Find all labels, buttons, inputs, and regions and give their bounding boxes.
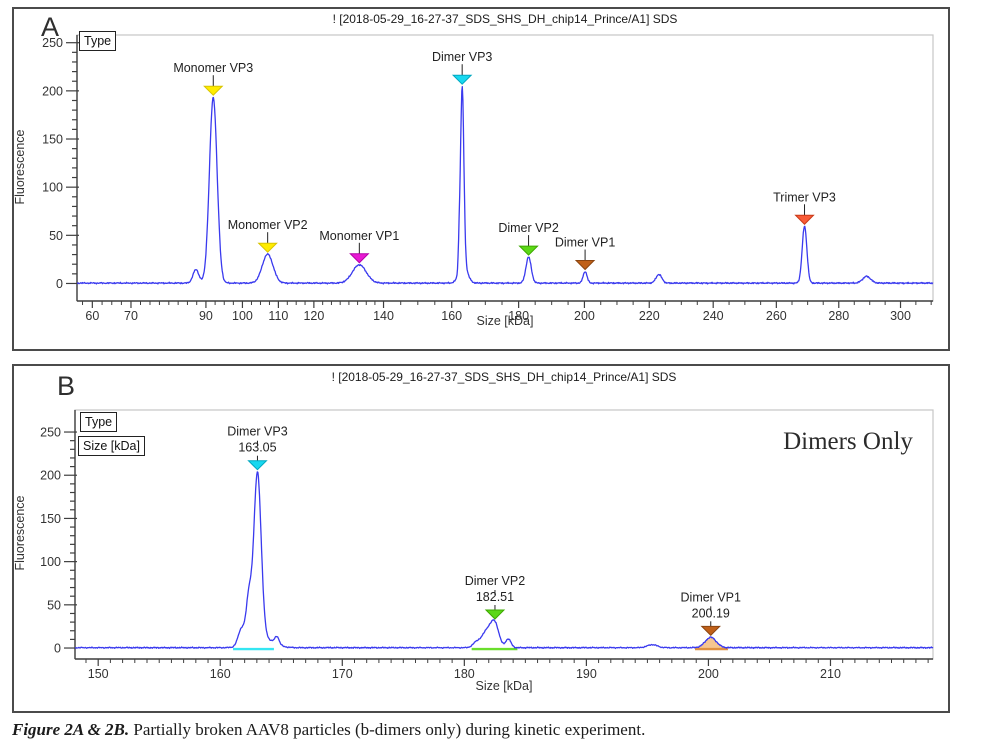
peak-marker-monomer-vp2 xyxy=(257,242,278,253)
x-tick-label: 280 xyxy=(828,309,849,323)
x-tick-label: 240 xyxy=(703,309,724,323)
x-tick-label: 190 xyxy=(576,667,597,681)
y-tick-label: 200 xyxy=(42,84,63,98)
y-tick-label: 250 xyxy=(40,426,61,440)
fluorescence-trace xyxy=(74,471,934,650)
panel-b: B ! [2018-05-29_16-27-37_SDS_SHS_DH_chip… xyxy=(12,364,950,713)
peak-marker-dimer-vp1 xyxy=(574,260,596,271)
y-tick-label: 150 xyxy=(42,133,63,147)
panel-a-letter: A xyxy=(41,12,60,42)
panel-a: A ! [2018-05-29_16-27-37_SDS_SHS_DH_chip… xyxy=(12,7,950,351)
peak-marker-dimer-vp3 xyxy=(451,74,473,85)
x-tick-label: 70 xyxy=(124,309,138,323)
x-tick-label: 150 xyxy=(88,667,109,681)
electropherogram-chart-b: 0 50 100 150 200 250 150 160 170 180 190 200 210 Dime… xyxy=(40,409,934,681)
x-tick-label: 260 xyxy=(766,309,787,323)
panel-a-title: ! [2018-05-29_16-27-37_SDS_SHS_DH_chip14… xyxy=(332,12,678,26)
peak-size-dimer-vp3: 163.05 xyxy=(238,441,276,455)
x-axis-label-b: Size [kDa] xyxy=(475,679,533,693)
peak-marker-trimer-vp3 xyxy=(794,214,815,225)
x-tick-label: 160 xyxy=(441,309,462,323)
legend-size-box-b: Size [kDa] xyxy=(78,436,145,456)
peak-label-dimer-vp2: Dimer VP2 xyxy=(498,221,558,235)
x-tick-label: 170 xyxy=(332,667,353,681)
peak-size-dimer-vp1: 200.19 xyxy=(692,606,730,620)
x-tick-label: 100 xyxy=(232,309,253,323)
legend-type-box-a: Type xyxy=(79,31,117,51)
figure-caption-text: Partially broken AAV8 particles (b-dimer… xyxy=(129,720,646,739)
y-tick-label: 100 xyxy=(42,181,63,195)
peak-label-monomer-vp3: Monomer VP3 xyxy=(173,61,253,75)
peak-label-dimer-vp2: Dimer VP2 xyxy=(465,574,525,588)
x-tick-label: 210 xyxy=(820,667,841,681)
x-tick-label: 200 xyxy=(574,309,595,323)
x-tick-label: 180 xyxy=(508,309,529,323)
y-tick-label: 100 xyxy=(40,555,61,569)
peak-label-dimer-vp3: Dimer VP3 xyxy=(432,50,492,64)
x-tick-label: 300 xyxy=(890,309,911,323)
y-axis-label-b: Fluorescence xyxy=(13,495,27,571)
x-tick-label: 140 xyxy=(373,309,394,323)
legend-type-box-b: Type xyxy=(80,412,118,432)
peak-label-trimer-vp3: Trimer VP3 xyxy=(773,190,836,204)
y-tick-label: 50 xyxy=(49,229,63,243)
panel-b-title: ! [2018-05-29_16-27-37_SDS_SHS_DH_chip14… xyxy=(331,370,677,384)
y-tick-label: 150 xyxy=(40,512,61,526)
x-tick-label: 180 xyxy=(454,667,475,681)
peak-marker-monomer-vp3 xyxy=(203,85,224,96)
panel-b-letter: B xyxy=(57,371,76,401)
y-tick-label: 0 xyxy=(56,277,63,291)
peak-size-dimer-vp2: 182.51 xyxy=(476,590,514,604)
dimers-only-annotation: Dimers Only xyxy=(783,428,913,455)
peak-marker-dimer-vp2 xyxy=(484,609,506,620)
x-tick-label: 60 xyxy=(85,309,99,323)
figure-caption: Figure 2A & 2B. Partially broken AAV8 pa… xyxy=(12,720,645,740)
figure-caption-number: Figure 2A & 2B. xyxy=(12,720,130,739)
electropherogram-chart-a: 0 50 100 150 200 250 60 70 90 100 110 120 140 160 180 2… xyxy=(42,34,934,323)
peak-label-dimer-vp3: Dimer VP3 xyxy=(227,425,287,439)
peak-marker-monomer-vp1 xyxy=(349,253,370,264)
x-tick-label: 200 xyxy=(698,667,719,681)
y-axis-label-a: Fluorescence xyxy=(13,129,27,205)
peak-marker-dimer-vp1 xyxy=(700,625,721,637)
y-tick-label: 250 xyxy=(42,36,63,50)
peak-marker-dimer-vp2 xyxy=(518,245,539,256)
x-tick-label: 160 xyxy=(210,667,231,681)
peak-label-dimer-vp1: Dimer VP1 xyxy=(681,590,741,604)
x-axis-label-a: Size [kDa] xyxy=(476,314,534,328)
x-tick-label: 220 xyxy=(639,309,660,323)
x-tick-label: 110 xyxy=(268,309,288,323)
peak-marker-dimer-vp3 xyxy=(247,460,268,471)
y-tick-label: 0 xyxy=(54,642,61,656)
peak-label-dimer-vp1: Dimer VP1 xyxy=(555,236,615,250)
x-tick-label: 120 xyxy=(303,309,324,323)
y-tick-label: 50 xyxy=(47,598,61,612)
peak-label-monomer-vp1: Monomer VP1 xyxy=(319,229,399,243)
fluorescence-trace xyxy=(76,85,934,285)
peak-label-monomer-vp2: Monomer VP2 xyxy=(228,218,308,232)
x-tick-label: 90 xyxy=(199,309,213,323)
y-tick-label: 200 xyxy=(40,469,61,483)
